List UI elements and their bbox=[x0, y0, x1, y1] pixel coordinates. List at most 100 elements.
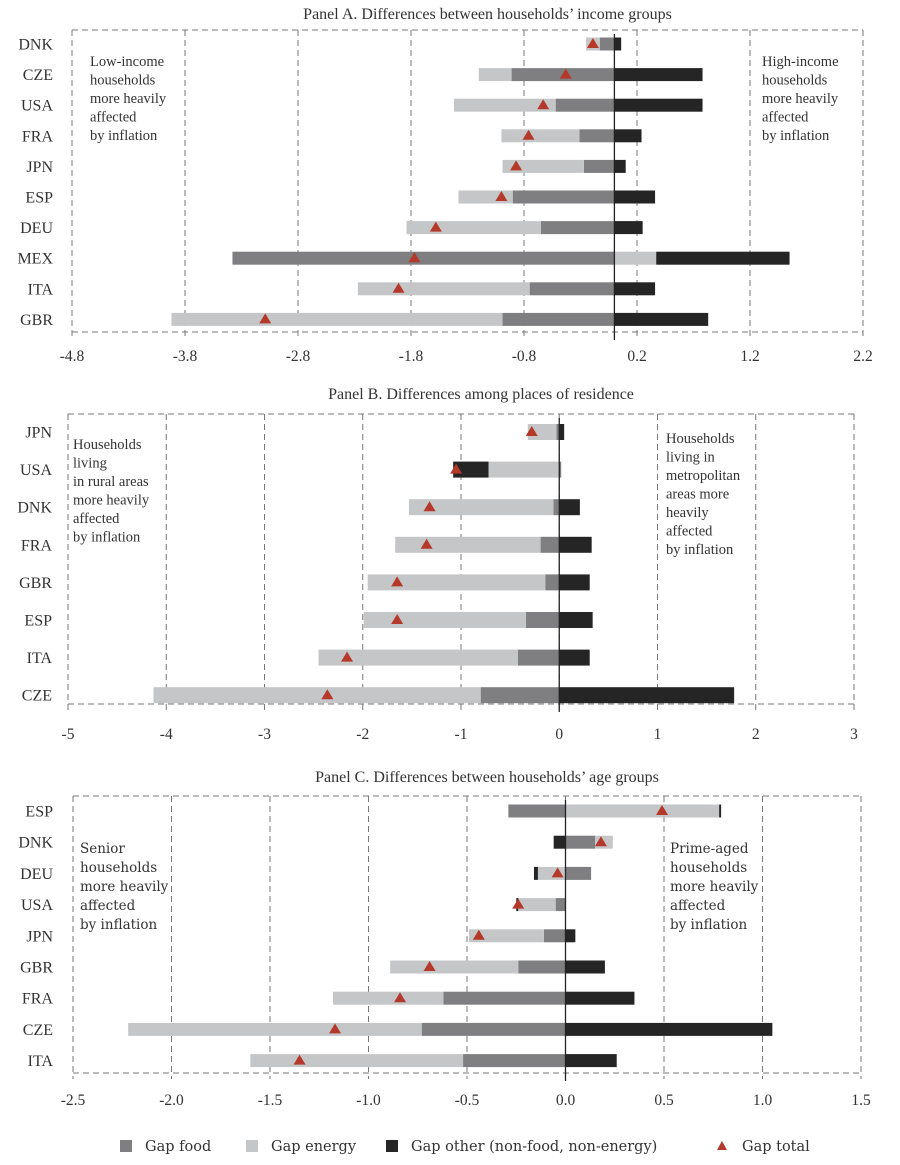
marker-total-cze bbox=[321, 689, 334, 700]
x-tick-label: -1 bbox=[455, 726, 468, 743]
bar-energy-usa bbox=[453, 98, 556, 112]
bar-food-ita bbox=[463, 1054, 566, 1068]
bar-other-cze bbox=[565, 1022, 773, 1036]
marker-total-usa bbox=[450, 463, 463, 474]
bar-other-esp bbox=[614, 190, 656, 204]
annotation-right-line: metropolitan bbox=[666, 468, 741, 484]
panel-title: Panel A. Differences between households’… bbox=[303, 6, 672, 23]
bar-energy-fra bbox=[395, 536, 541, 553]
marker-total-fra bbox=[522, 129, 535, 140]
x-tick-label: -4.8 bbox=[60, 348, 85, 365]
category-label: JPN bbox=[26, 159, 53, 176]
annotation-left-line: living bbox=[73, 456, 107, 472]
category-label: USA bbox=[21, 98, 53, 115]
bar-other-gbr bbox=[559, 574, 590, 591]
marker-total-cze bbox=[559, 68, 572, 79]
bar-food-gbr bbox=[545, 574, 560, 591]
category-label: DNK bbox=[17, 500, 52, 517]
x-tick-label: -1.0 bbox=[356, 1092, 381, 1109]
bar-food-usa bbox=[555, 98, 615, 112]
marker-total-fra bbox=[394, 992, 407, 1003]
x-tick-label: -2.0 bbox=[159, 1092, 184, 1109]
bar-food-deu bbox=[540, 221, 615, 235]
bar-other-ita bbox=[559, 649, 590, 666]
x-tick-label: -2.8 bbox=[286, 348, 311, 365]
category-label: CZE bbox=[23, 67, 53, 84]
panel-b: Panel B. Differences among places of res… bbox=[17, 386, 858, 743]
marker-total-gbr bbox=[423, 961, 436, 971]
x-tick-label: 1 bbox=[654, 726, 662, 743]
x-tick-label: -2 bbox=[356, 726, 369, 743]
annotation-right-line: by inflation bbox=[666, 542, 734, 558]
annotation-right-line: affected bbox=[670, 898, 726, 914]
annotation-left-line: more heavily bbox=[73, 493, 150, 509]
legend-swatch-total bbox=[717, 1141, 727, 1150]
bar-food-dnk bbox=[565, 835, 596, 849]
bar-food-jpn bbox=[543, 929, 566, 943]
bar-food-gbr bbox=[518, 960, 566, 974]
category-label: ITA bbox=[28, 281, 54, 298]
legend: Gap food Gap energy Gap other (non-food, n… bbox=[120, 1139, 810, 1155]
marker-total-deu bbox=[429, 221, 442, 232]
annotation-right-line: Households bbox=[666, 431, 735, 447]
bar-other-dnk bbox=[614, 37, 622, 51]
bar-food-dnk bbox=[599, 37, 615, 51]
category-label: ESP bbox=[24, 613, 52, 630]
annotation-right-line: by inflation bbox=[762, 128, 830, 144]
bar-food-esp bbox=[525, 612, 560, 628]
bar-food-jpn bbox=[583, 159, 615, 173]
x-tick-label: -1.5 bbox=[258, 1092, 283, 1109]
marker-total-dnk bbox=[586, 38, 599, 48]
marker-total-deu bbox=[551, 867, 564, 878]
bar-energy-ita bbox=[250, 1054, 464, 1068]
bar-food-dnk bbox=[553, 499, 560, 516]
category-label: CZE bbox=[22, 688, 52, 705]
x-tick-label: 2.2 bbox=[853, 348, 872, 365]
category-label: ESP bbox=[25, 804, 53, 821]
bar-food-mex bbox=[232, 251, 615, 265]
bar-other-jpn bbox=[559, 424, 565, 440]
category-label: GBR bbox=[20, 960, 53, 977]
annotation-left-line: Households bbox=[73, 437, 142, 453]
bar-other-gbr bbox=[614, 312, 709, 326]
bar-energy-gbr bbox=[367, 574, 546, 591]
bar-energy-gbr bbox=[390, 960, 519, 974]
x-tick-label: -3 bbox=[258, 726, 271, 743]
category-label: FRA bbox=[22, 991, 54, 1008]
marker-total-usa bbox=[512, 898, 525, 909]
marker-total-ita bbox=[293, 1054, 306, 1065]
bar-other-esp bbox=[719, 804, 722, 818]
bar-energy-deu bbox=[406, 221, 541, 235]
marker-total-ita bbox=[392, 282, 405, 293]
x-tick-label: -0.8 bbox=[512, 348, 537, 365]
annotation-right-line: more heavily bbox=[762, 91, 839, 107]
annotation-left-line: by inflation bbox=[80, 917, 157, 933]
bar-other-cze bbox=[614, 68, 703, 82]
category-label: ESP bbox=[25, 190, 53, 207]
annotation-left-line: by inflation bbox=[90, 128, 158, 144]
annotation-right-line: affected bbox=[762, 110, 809, 126]
x-tick-label: 0.5 bbox=[654, 1092, 674, 1109]
category-label: USA bbox=[21, 897, 53, 914]
panel-title: Panel C. Differences between households’… bbox=[315, 769, 659, 786]
bar-energy-fra bbox=[501, 129, 580, 143]
x-tick-label: -2.5 bbox=[61, 1092, 86, 1109]
panel-a: Panel A. Differences between households’… bbox=[17, 6, 872, 365]
bar-food-deu bbox=[565, 866, 592, 880]
x-tick-label: 0 bbox=[555, 726, 563, 743]
x-tick-label: -4 bbox=[160, 726, 173, 743]
bar-energy-cze bbox=[128, 1022, 422, 1036]
bar-food-cze bbox=[480, 687, 560, 704]
annotation-right-line: households bbox=[762, 73, 828, 89]
bar-food-cze bbox=[421, 1022, 566, 1036]
bar-energy-mex bbox=[614, 251, 657, 265]
marker-total-cze bbox=[329, 1023, 342, 1034]
annotation-left-line: households bbox=[80, 860, 157, 876]
category-label: DNK bbox=[18, 835, 53, 852]
x-tick-label: 3 bbox=[850, 726, 858, 743]
bar-other-ita bbox=[614, 282, 656, 296]
bar-energy-cze bbox=[153, 687, 481, 704]
marker-total-dnk bbox=[423, 501, 436, 512]
marker-total-jpn bbox=[525, 426, 538, 436]
